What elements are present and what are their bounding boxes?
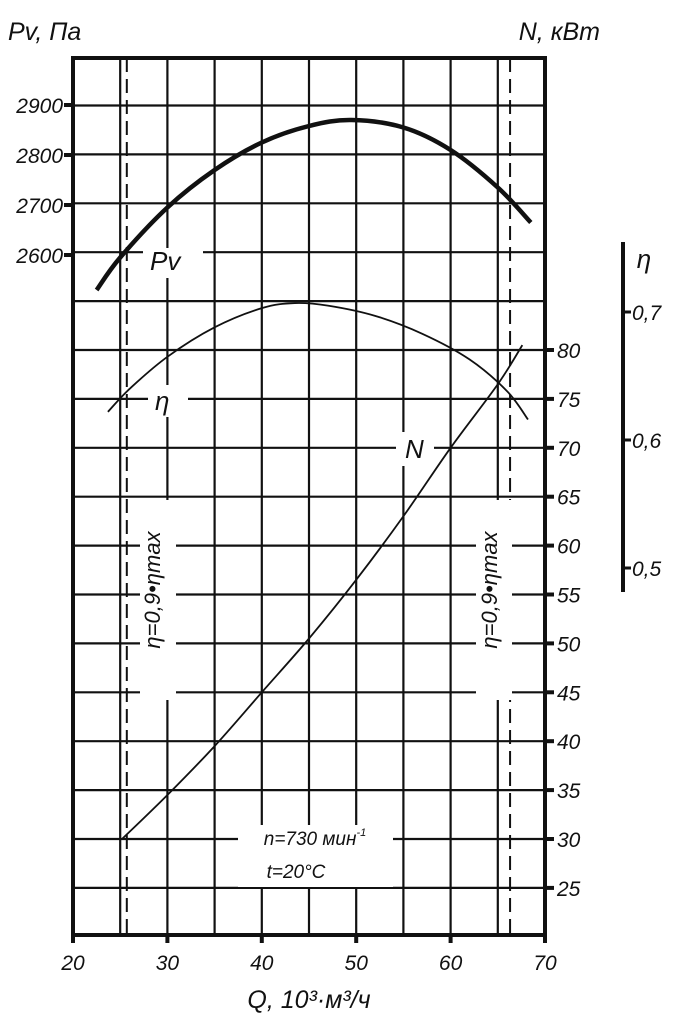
x-tick-label: 20 [60, 952, 85, 975]
n-tick-label: 80 [557, 340, 581, 363]
x-axis-label: Q, 10³·м³/ч [247, 986, 370, 1014]
n-tick-label: 60 [557, 536, 581, 559]
series-line-pv [94, 117, 533, 292]
x-tick-label: 40 [250, 952, 274, 975]
label-background [143, 248, 203, 278]
series-label-eta: η [155, 386, 169, 416]
eta-tick-label: 0,7 [632, 302, 663, 325]
pv-tick-label: 2600 [15, 245, 63, 268]
label-background [396, 432, 434, 466]
n-tick-label: 50 [557, 633, 581, 656]
pv-tick-label: 2800 [15, 145, 63, 168]
pv-axis-label: Pv, Па [8, 18, 81, 46]
x-tick-label: 50 [345, 952, 369, 975]
x-tick-label: 60 [439, 952, 463, 975]
right-limit-label: η=0,9•ηmax [477, 530, 502, 648]
n-axis-label: N, кВт [519, 18, 600, 46]
n-tick-label: 70 [557, 438, 581, 461]
n-tick-label: 25 [556, 878, 581, 901]
series-line-n [121, 344, 524, 840]
speed-annotation: n=730 мин-1 [264, 827, 366, 850]
n-tick-label: 55 [557, 585, 581, 608]
pv-tick-label: 2900 [15, 95, 63, 118]
curves [94, 117, 533, 840]
x-tick-label: 30 [156, 952, 180, 975]
pv-tick-label: 2700 [15, 195, 63, 218]
n-tick-label: 35 [557, 780, 581, 803]
n-tick-label: 30 [557, 829, 581, 852]
x-tick-label: 70 [533, 952, 557, 975]
label-background [148, 385, 188, 417]
n-tick-label: 45 [557, 682, 581, 705]
grid [73, 58, 545, 935]
n-tick-label: 75 [557, 389, 581, 412]
series-label-n: N [405, 434, 424, 464]
label-background [476, 500, 512, 700]
left-limit-label: η=0,9•ηmax [140, 530, 165, 648]
temp-annotation: t=20°C [267, 862, 326, 883]
label-background [140, 500, 176, 700]
eta-tick-label: 0,5 [632, 558, 662, 581]
label-background [238, 825, 393, 887]
series-line-eta [107, 302, 529, 421]
n-tick-label: 65 [557, 487, 581, 510]
n-tick-label: 40 [557, 731, 581, 754]
series-label-pv: Pv [150, 246, 182, 276]
eta-axis-label: η [637, 244, 651, 274]
eta-tick-label: 0,6 [632, 430, 662, 453]
